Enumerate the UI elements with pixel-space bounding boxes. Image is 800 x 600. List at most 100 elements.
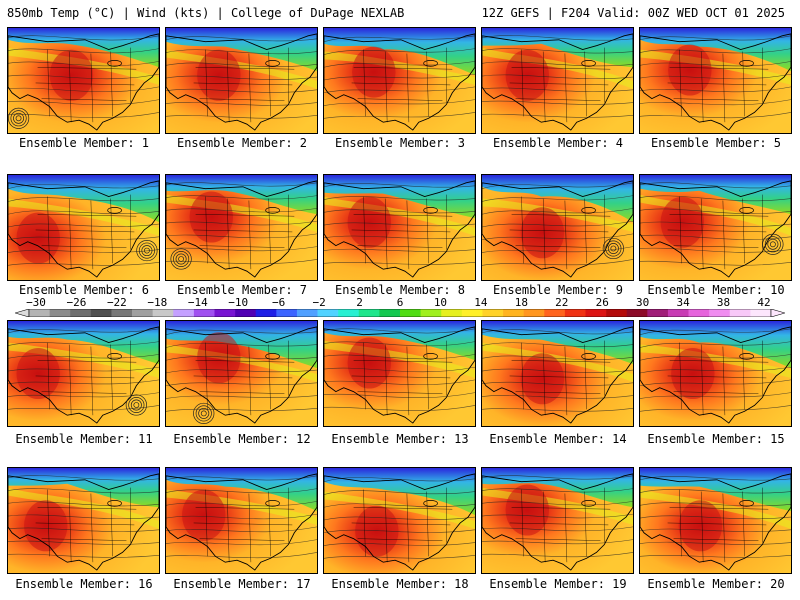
- state-border: [195, 360, 295, 363]
- contour-line: [482, 501, 633, 506]
- ensemble-map-5: [639, 27, 792, 134]
- state-border: [248, 346, 252, 416]
- cold-air-region: [8, 28, 159, 68]
- coastline: [482, 33, 633, 131]
- colorbar-tick-label: −14: [187, 296, 208, 309]
- great-lakes: [265, 500, 280, 507]
- state-border: [37, 214, 137, 217]
- contour-line: [8, 379, 159, 385]
- coastline: [640, 33, 791, 131]
- state-border: [426, 198, 429, 264]
- cold-air-region: [166, 468, 317, 512]
- member-label: Ensemble Member: 15: [647, 432, 785, 446]
- contour-line: [166, 102, 317, 106]
- contour-line: [8, 197, 159, 202]
- heat-core: [505, 49, 550, 101]
- cold-air-region: [640, 468, 791, 512]
- state-border: [68, 51, 72, 123]
- state-border: [521, 489, 524, 557]
- state-border: [351, 82, 451, 86]
- contour-line: [8, 249, 159, 253]
- state-border: [193, 229, 293, 233]
- state-border: [700, 491, 704, 563]
- contour-line: [8, 366, 159, 372]
- state-border: [47, 342, 50, 410]
- low-pressure-ring: [605, 240, 622, 257]
- state-border: [511, 360, 611, 363]
- colorbar-cell: [441, 309, 463, 317]
- member-label: Ensemble Member: 19: [489, 577, 627, 591]
- state-border: [351, 229, 451, 233]
- contour-line: [640, 73, 791, 80]
- contour-line: [482, 220, 633, 228]
- contour-line: [8, 99, 159, 106]
- transition-band: [640, 489, 791, 529]
- colorbar-tick-label: −10: [228, 296, 249, 309]
- state-border: [363, 49, 366, 117]
- ensemble-map-7: [165, 174, 318, 281]
- low-pressure-ring: [178, 256, 185, 262]
- heat-core: [197, 49, 241, 101]
- state-border: [679, 489, 682, 557]
- state-border: [426, 344, 429, 410]
- state-border: [406, 346, 410, 416]
- colorbar-cell: [544, 309, 566, 317]
- contour-line: [640, 502, 791, 507]
- contour-line: [166, 220, 317, 226]
- contour-line: [166, 501, 317, 507]
- state-border: [673, 538, 759, 541]
- low-pressure-ring: [173, 251, 190, 267]
- contour-line: [166, 233, 317, 239]
- heat-core: [16, 347, 60, 400]
- contour-line: [324, 341, 475, 347]
- contour-line: [324, 328, 475, 334]
- ensemble-map-11: [7, 320, 160, 427]
- contour-line: [640, 354, 791, 361]
- contour-line: [166, 513, 317, 520]
- contour-line: [324, 542, 475, 546]
- contour-line: [482, 368, 633, 373]
- state-border: [195, 67, 295, 70]
- colorbar-tick-label: 18: [514, 296, 528, 309]
- state-border: [722, 53, 726, 123]
- state-border: [667, 229, 767, 233]
- great-lakes: [739, 207, 754, 214]
- state-border: [669, 360, 769, 363]
- state-border: [205, 49, 208, 117]
- state-border: [268, 491, 271, 557]
- state-border: [515, 98, 601, 101]
- state-border: [667, 522, 767, 526]
- state-border: [68, 198, 72, 270]
- ensemble-map-18: [323, 467, 476, 574]
- contour-line: [324, 555, 475, 559]
- low-pressure-ring: [136, 240, 158, 262]
- state-border: [110, 344, 113, 410]
- great-lakes: [581, 60, 596, 67]
- colorbar-cell: [709, 309, 731, 317]
- contour-line: [640, 541, 791, 545]
- heat-core: [352, 46, 396, 98]
- state-border: [542, 344, 546, 416]
- heat-core: [24, 500, 68, 552]
- colorbar-arrow-right: [770, 309, 785, 317]
- colorbar-cell: [729, 309, 751, 317]
- low-pressure-ring: [193, 402, 215, 424]
- state-border: [722, 346, 726, 416]
- state-border: [521, 49, 524, 117]
- contour-line: [324, 366, 475, 373]
- state-border: [268, 344, 271, 410]
- heat-core: [197, 332, 241, 384]
- coastline: [640, 473, 791, 571]
- contour-line: [482, 513, 633, 519]
- state-border: [351, 375, 451, 379]
- state-border: [41, 391, 127, 394]
- contour-line: [640, 341, 791, 348]
- ensemble-map-6: [7, 174, 160, 281]
- great-lakes: [107, 353, 122, 360]
- state-border: [35, 375, 135, 379]
- contour-line: [482, 355, 633, 360]
- state-border: [268, 51, 271, 117]
- contour-line: [8, 328, 159, 334]
- cold-air-region: [8, 175, 159, 223]
- heat-core: [182, 489, 226, 541]
